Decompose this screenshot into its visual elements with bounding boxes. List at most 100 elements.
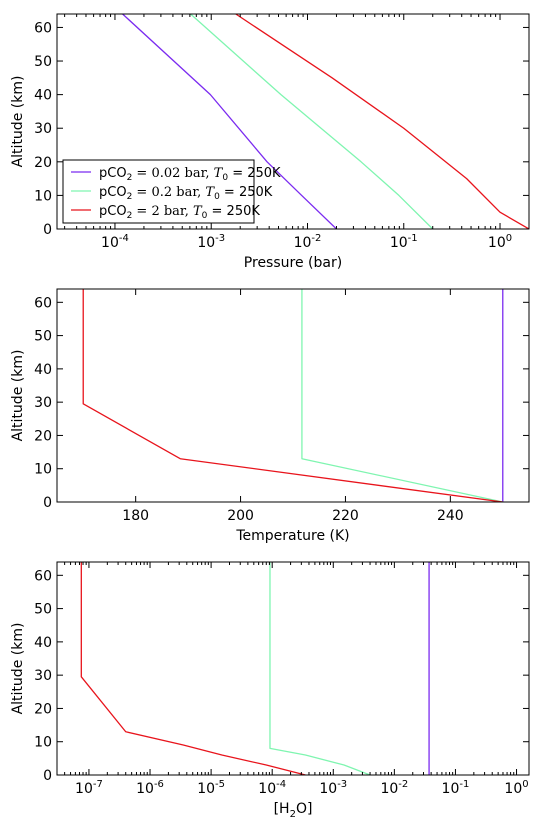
legend-label-part: = 2 bar, — [132, 204, 193, 219]
y-tick-label: 10 — [34, 735, 52, 751]
x-tick-label-exponent: -1 — [459, 779, 469, 790]
x-axis-label: [H2O] — [274, 801, 313, 820]
legend-label-part: = 0.02 bar, — [132, 166, 213, 181]
series-line-3 — [80, 562, 306, 775]
y-tick-label: 30 — [34, 668, 52, 684]
series-line-2 — [269, 562, 371, 775]
x-axis-label: Pressure (bar) — [244, 255, 342, 271]
x-tick-label-exponent: 0 — [506, 233, 512, 244]
x-tick-label: 200 — [227, 508, 254, 524]
axes-frame — [56, 288, 530, 503]
legend-label-part: = 250K — [220, 185, 273, 200]
panel-1: 10-4 10-3 10-2 10-1 1000102030405060Pressure… — [10, 13, 530, 271]
y-tick-label: 30 — [34, 395, 52, 411]
legend-label-part: = 250K — [228, 166, 281, 181]
series-line-2 — [190, 14, 434, 229]
legend-label-part: pCO — [99, 204, 127, 219]
x-tick-label-base: 10 — [75, 781, 93, 797]
y-tick-label: 10 — [34, 188, 52, 204]
x-tick-label: 10-2 — [380, 779, 408, 797]
x-tick-label-exponent: -5 — [215, 779, 225, 790]
panel-3: 10-7 10-6 10-5 10-4 10-3 10-2 10-1 100010203040… — [10, 561, 530, 820]
x-tick-label-exponent: -4 — [276, 779, 286, 790]
x-tick-label-exponent: -2 — [311, 233, 321, 244]
x-tick-label: 10-3 — [319, 779, 347, 797]
x-axis-label-pre: [H — [274, 801, 290, 817]
legend-label-2: pCO2 = 0.2 bar, T0 = 250K — [99, 185, 273, 202]
legend-label-part: = 250K — [207, 204, 260, 219]
x-tick-label: 240 — [437, 508, 464, 524]
x-axis-label-sub: 2 — [290, 809, 296, 820]
series-line-1 — [122, 14, 337, 229]
legend-label-italic: T — [214, 166, 224, 181]
legend-label-part: = 0.2 bar, — [132, 185, 205, 200]
y-tick-label: 50 — [34, 602, 52, 618]
y-tick-label: 0 — [43, 768, 52, 784]
x-tick-label-base: 10 — [390, 235, 408, 251]
x-tick-label-base: 10 — [197, 235, 215, 251]
legend-label-subscript: 0 — [214, 192, 220, 202]
x-tick-label-exponent: 0 — [522, 779, 528, 790]
y-tick-label: 50 — [34, 329, 52, 345]
y-tick-label: 40 — [34, 635, 52, 651]
legend-label-1: pCO2 = 0.02 bar, T0 = 250K — [99, 166, 281, 183]
x-tick-label: 10-1 — [442, 779, 470, 797]
y-axis-label: Altitude (km) — [10, 623, 26, 715]
x-tick-label: 10-7 — [75, 779, 103, 797]
x-tick-label-base: 10 — [258, 781, 276, 797]
x-axis-label-post: O] — [296, 801, 312, 817]
x-tick-label: 100 — [504, 779, 528, 797]
y-tick-label: 0 — [43, 495, 52, 511]
x-tick-label: 10-5 — [197, 779, 225, 797]
y-axis-label: Altitude (km) — [10, 76, 26, 168]
legend-box — [62, 159, 255, 224]
x-tick-label-base: 10 — [101, 235, 119, 251]
legend-label-subscript: 2 — [127, 192, 133, 202]
x-tick-label: 100 — [488, 233, 512, 251]
x-tick-label-exponent: -3 — [337, 779, 347, 790]
y-tick-label: 20 — [34, 701, 52, 717]
x-tick-label-base: 10 — [380, 781, 398, 797]
y-tick-label: 10 — [34, 462, 52, 478]
y-tick-label: 40 — [34, 88, 52, 104]
series-line-2 — [301, 289, 503, 502]
y-tick-label: 20 — [34, 155, 52, 171]
x-tick-label: 180 — [122, 508, 149, 524]
legend-label-subscript: 0 — [202, 211, 208, 221]
x-tick-label-base: 10 — [136, 781, 154, 797]
x-tick-label-exponent: -4 — [119, 233, 129, 244]
x-tick-label-exponent: -2 — [398, 779, 408, 790]
x-tick-label: 10-6 — [136, 779, 164, 797]
x-tick-label-exponent: -7 — [93, 779, 103, 790]
legend-label-italic: T — [205, 185, 215, 200]
panel-2: 180 200 220 240 0 10 20 30 40 50 60 Temperature (K)… — [10, 288, 530, 544]
series-line-3 — [235, 14, 529, 229]
legend-label-part: pCO — [99, 185, 127, 200]
series-line-3 — [82, 289, 503, 502]
x-tick-label-base: 10 — [319, 781, 337, 797]
x-tick-label-exponent: -3 — [215, 233, 225, 244]
legend-label-italic: T — [193, 204, 203, 219]
x-tick-label: 10-4 — [258, 779, 286, 797]
x-tick-label-base: 10 — [488, 235, 506, 251]
series-group — [122, 14, 529, 229]
x-tick-label-base: 10 — [504, 781, 522, 797]
legend-label-subscript: 2 — [127, 211, 133, 221]
axes-frame — [56, 561, 530, 776]
y-tick-label: 60 — [34, 568, 52, 584]
x-axis-label: Temperature (K) — [235, 528, 349, 544]
x-tick-label-exponent: -6 — [154, 779, 164, 790]
y-axis-label: Altitude (km) — [10, 350, 26, 442]
y-tick-label: 0 — [43, 222, 52, 238]
x-tick-label-exponent: -1 — [408, 233, 418, 244]
legend-label-part: pCO — [99, 166, 127, 181]
y-tick-label: 20 — [34, 428, 52, 444]
x-tick-label: 10-4 — [101, 233, 129, 251]
legend-label-subscript: 0 — [222, 173, 228, 183]
x-tick-label-base: 10 — [197, 781, 215, 797]
y-tick-label: 30 — [34, 121, 52, 137]
x-tick-label: 10-2 — [294, 233, 322, 251]
y-tick-label: 60 — [34, 20, 52, 36]
x-tick-label-base: 10 — [442, 781, 460, 797]
